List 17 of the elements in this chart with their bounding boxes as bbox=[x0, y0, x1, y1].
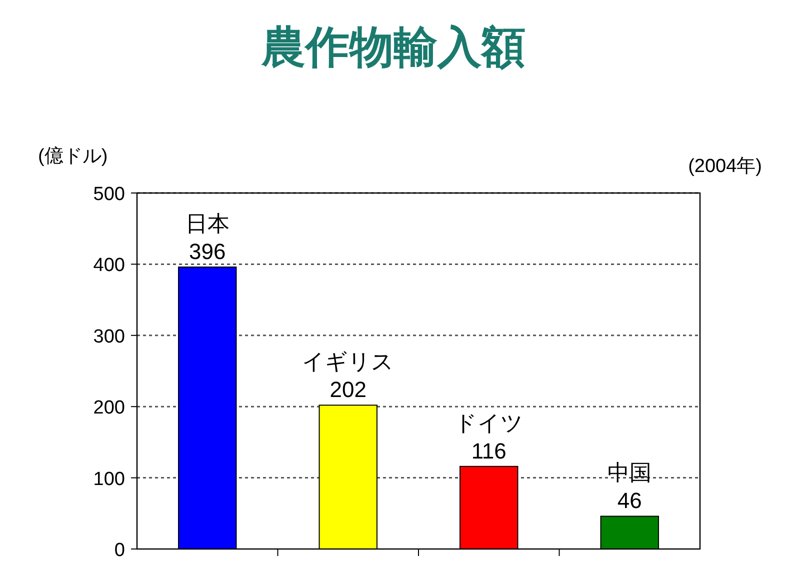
x-tick-label: 日本 bbox=[185, 211, 230, 236]
y-tick-label: 500 bbox=[93, 184, 125, 205]
data-label: 396 bbox=[189, 239, 226, 264]
y-tick-label: 0 bbox=[114, 540, 125, 561]
data-label: 202 bbox=[330, 377, 366, 402]
text: (2004年) bbox=[688, 156, 762, 177]
data-label: 46 bbox=[617, 488, 642, 514]
x-tick-label: イギリス bbox=[302, 349, 394, 374]
y-tick-label: 200 bbox=[93, 398, 125, 419]
chart-title: 農作物輸入額 bbox=[260, 23, 526, 72]
y-tick-label: 300 bbox=[93, 326, 125, 348]
y-tick-label: 100 bbox=[93, 468, 125, 490]
x-tick-label: ドイツ bbox=[454, 410, 524, 436]
data-label: 116 bbox=[471, 438, 506, 464]
y-tick-label: 400 bbox=[93, 255, 125, 276]
x-tick-label: 中国 bbox=[608, 460, 652, 486]
y-axis-title: (億ドル) bbox=[38, 146, 108, 167]
